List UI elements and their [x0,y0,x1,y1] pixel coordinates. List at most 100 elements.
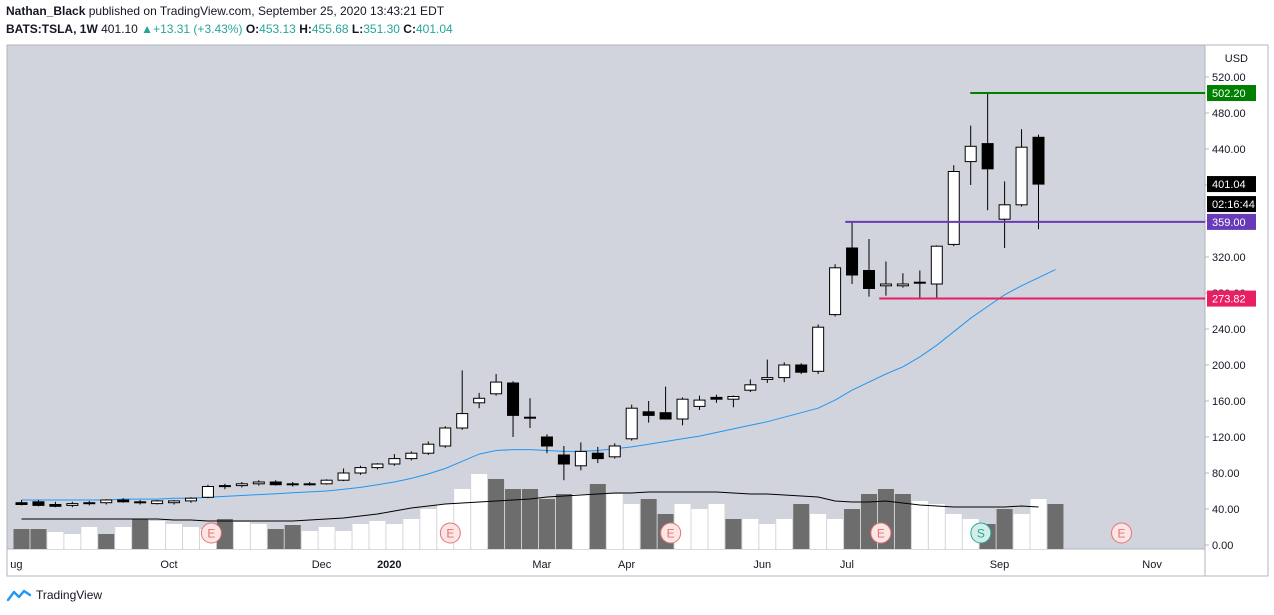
candle-body [151,500,164,505]
volume-bar [996,509,1013,549]
price-axis-area [1205,45,1268,576]
volume-bar [267,529,284,549]
price-tag-text: 502.20 [1212,88,1246,100]
close-label: C: [403,22,416,36]
candle-body [693,399,706,407]
candle-body [252,481,265,485]
volume-bar [691,509,708,549]
volume-bar [149,521,166,549]
volume-bar [810,514,827,549]
low-price-tag: 273.82 [1207,290,1256,307]
candle-body [168,500,181,504]
volume-bar [47,532,64,549]
support-price-tag: 359.00 [1207,213,1256,230]
marker-letter: E [877,527,885,541]
price-tag-bg [1207,290,1256,307]
candle-body [371,463,384,469]
x-tick-label: Dec [312,559,332,571]
candle-body [981,143,994,170]
volume-bar [115,527,132,549]
candle-body [710,396,723,400]
candle-body [473,397,486,404]
tradingview-logo-icon [6,589,32,602]
candle-body [354,467,367,474]
resistance-price-tag: 502.20 [1207,85,1256,102]
candle-body [846,247,859,276]
candle-body [540,436,553,447]
candles-layer [15,93,1045,508]
published-text: published on TradingView.com, September … [88,4,445,18]
plot-area [7,45,1205,549]
volume-bar [708,504,725,549]
marker-circle [970,522,992,544]
candle-body [557,454,570,465]
volume-bar [793,504,810,549]
symbol-label[interactable]: BATS:TSLA, 1W [6,22,98,36]
close-value: 401.04 [415,22,453,36]
tradingview-brand[interactable]: TradingView [36,588,103,602]
volume-bar [13,529,30,549]
volume-bar [572,494,589,549]
last-price: 401.10 [101,22,138,36]
price-tag-bg [1207,176,1256,193]
volume-bar [894,494,911,549]
y-tick-label: 440.00 [1212,144,1246,156]
volume-bar [911,501,928,549]
candle-body [727,396,740,400]
y-tick-label: 0.00 [1212,540,1233,552]
volume-bar [827,519,844,549]
candle-body [778,364,791,379]
candle-body [405,452,418,460]
candle-body [1015,146,1028,206]
volume-bar [928,504,945,549]
candle-body [49,504,62,507]
y-tick-label: 200.00 [1212,360,1246,372]
x-tick-label: Jul [840,559,854,571]
candle-body [947,171,960,245]
candle-body [303,483,316,486]
candle-body [66,503,79,506]
open-value: 453.13 [259,22,296,36]
low-label: L: [351,22,364,36]
candle-body [642,411,655,416]
volume-bar [488,479,505,549]
candle-body [337,472,350,481]
marker-circle [1111,522,1133,544]
volume-bar [30,529,47,549]
x-tick-label: Jun [753,559,771,571]
candle-body [269,481,282,486]
change-arrow: ▲ [141,22,154,36]
volume-bar [420,509,437,549]
y-tick-label: 40.00 [1212,504,1240,516]
marker-circle [660,522,682,544]
author-name[interactable]: Nathan_Black [6,4,86,18]
change-value: +13.31 (+3.43%) [153,22,243,36]
y-tick-label: 80.00 [1212,468,1240,480]
candle-body [439,427,452,447]
candle-body [761,377,774,380]
candle-body [879,283,892,287]
earnings-marker: E [439,522,461,544]
x-tick-label: ug [10,559,22,571]
candle-body [608,445,621,458]
candle-body [422,443,435,454]
candle-body [507,382,520,416]
volume-bar [183,527,199,549]
marker-letter: S [977,527,985,541]
candle-body [218,485,231,488]
volume-bar [250,524,267,549]
volume-bar [64,534,81,549]
y-tick-label: 480.00 [1212,108,1246,120]
x-tick-label: 2020 [377,559,401,571]
y-tick-label: 160.00 [1212,396,1246,408]
volume-bar [742,519,759,549]
volume-bar [606,494,623,549]
x-tick-label: Apr [618,559,635,571]
volume-bar [284,525,301,549]
currency-label: USD [1225,53,1248,65]
volume-bar [589,484,606,549]
y-tick-label: 240.00 [1212,324,1246,336]
candle-body [117,499,130,503]
earnings-marker: E [1111,522,1133,544]
